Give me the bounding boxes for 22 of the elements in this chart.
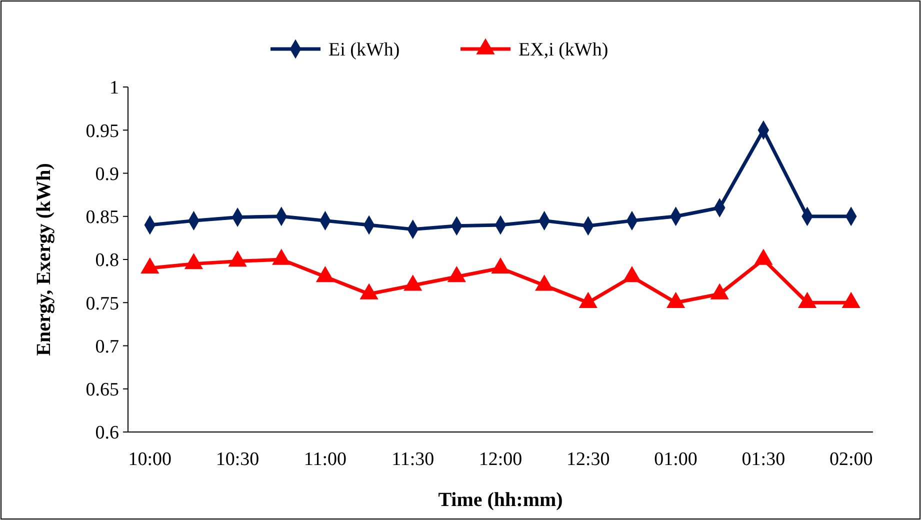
y-tick-label: 0.85 (86, 207, 119, 228)
y-tick-label: 0.65 (86, 380, 119, 401)
y-axis-title: Energy, Exergy (kWh) (33, 163, 55, 356)
x-axis-title: Time (hh:mm) (438, 489, 563, 511)
y-tick-label: 0.7 (95, 336, 119, 358)
x-tick-label: 12:00 (478, 449, 522, 470)
x-tick-label: 10:30 (216, 449, 260, 470)
y-tick-label: 0.75 (86, 293, 119, 314)
x-tick-label: 01:30 (742, 449, 786, 470)
x-tick-label: 12:30 (566, 449, 610, 470)
y-tick-label: 0.6 (95, 422, 119, 444)
legend-label: Ei (kWh) (328, 40, 400, 61)
x-tick-label: 01:00 (654, 449, 698, 470)
x-tick-label: 11:00 (304, 449, 346, 470)
legend-label: EX,i (kWh) (518, 40, 608, 61)
y-tick-label: 0.9 (95, 164, 119, 185)
x-tick-label: 02:00 (829, 449, 873, 470)
y-tick-label: 0.8 (95, 250, 119, 272)
y-tick-label: 0.95 (86, 120, 119, 142)
y-tick-label: 1 (110, 78, 119, 99)
x-tick-label: 11:30 (392, 449, 434, 470)
x-tick-label: 10:00 (128, 449, 172, 470)
